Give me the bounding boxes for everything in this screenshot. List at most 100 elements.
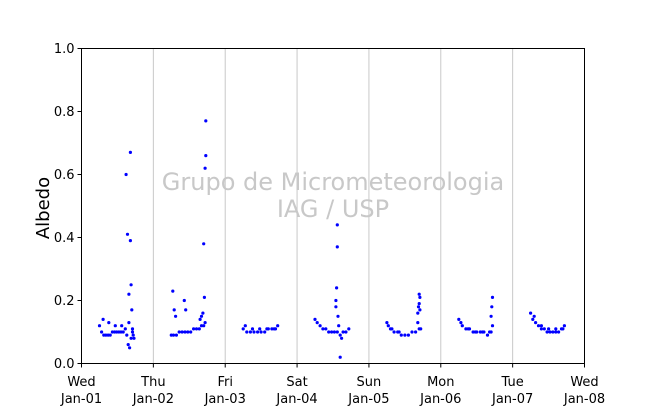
data-point-1-23	[202, 295, 206, 299]
data-point-4-16	[416, 305, 421, 309]
data-point-1-17	[182, 298, 186, 303]
data-point-5-6	[478, 330, 482, 334]
data-point-0-11	[121, 330, 125, 334]
x-tick-date-0: Jan-01	[60, 392, 102, 407]
data-point-3-8	[335, 330, 339, 334]
x-tick-date-3: Jan-04	[275, 392, 317, 407]
y-axis: 0.0 0.2 0.4 0.6 0.8 1.0	[54, 42, 82, 372]
data-point-0-31	[130, 308, 134, 312]
data-point-3-11	[344, 330, 348, 334]
data-point-0-19	[132, 336, 136, 340]
x-tick-day-7: Wed	[570, 375, 598, 390]
x-axis: Wed Jan-01 Thu Jan-02 Fri Jan-03 Sat Jan-04 Sun J…	[60, 363, 605, 407]
data-point-1-1	[171, 333, 176, 337]
data-point-5-13	[473, 330, 477, 334]
data-point-1-11	[199, 324, 204, 328]
data-point-0-23	[120, 324, 124, 328]
data-point-4-7	[410, 330, 414, 334]
data-point-4-0	[385, 321, 389, 325]
data-point-4-6	[406, 333, 410, 337]
y-tick-label-4: 0.8	[54, 105, 75, 120]
data-point-2-15	[272, 327, 276, 331]
data-point-2-10	[276, 324, 280, 328]
data-point-5-17	[490, 305, 494, 309]
data-point-1-18	[184, 308, 188, 312]
data-point-4-8	[414, 330, 418, 334]
data-point-2-13	[258, 327, 262, 331]
data-point-6-3	[536, 324, 541, 328]
data-point-6-5	[542, 327, 546, 331]
data-point-3-7	[332, 330, 336, 334]
data-point-1-22	[202, 242, 206, 246]
data-point-0-5	[108, 333, 112, 337]
data-point-0-18	[131, 333, 135, 337]
data-point-1-13	[203, 321, 207, 325]
data-point-6-9	[554, 330, 558, 334]
data-point-6-14	[539, 324, 544, 328]
data-point-1-9	[194, 327, 199, 331]
data-point-0-6	[110, 330, 114, 334]
data-point-1-10	[197, 327, 201, 331]
grid-lines	[152, 48, 514, 364]
data-point-6-10	[557, 330, 561, 334]
watermark: Grupo de Micrometeorologia IAG / USP	[162, 168, 504, 223]
data-point-3-0	[313, 317, 317, 321]
data-point-6-8	[551, 330, 555, 334]
data-point-4-11	[386, 324, 390, 328]
y-tick-label-3: 0.6	[54, 168, 75, 183]
data-point-0-16	[129, 336, 133, 340]
data-point-0-28	[128, 239, 132, 243]
data-point-3-21	[340, 336, 344, 340]
data-point-4-10	[419, 327, 423, 331]
data-point-1-24	[203, 166, 207, 170]
data-point-1-20	[199, 314, 204, 318]
data-point-0-8	[115, 330, 119, 334]
data-point-2-1	[245, 330, 249, 334]
data-point-5-8	[485, 333, 490, 337]
data-point-0-22	[113, 324, 117, 328]
data-point-0-24	[124, 172, 128, 177]
data-point-3-17	[335, 223, 339, 227]
data-point-5-1	[460, 324, 464, 328]
data-point-3-3	[321, 327, 325, 331]
data-point-0-13	[125, 333, 129, 337]
data-point-3-12	[347, 327, 351, 331]
data-point-2-12	[250, 327, 255, 331]
data-point-5-15	[488, 330, 492, 334]
data-point-0-15	[128, 346, 132, 350]
data-point-2-3	[252, 330, 256, 334]
data-point-6-0	[529, 311, 533, 315]
data-point-1-2	[174, 333, 178, 337]
data-point-5-2	[464, 327, 468, 331]
data-point-3-20	[338, 355, 342, 359]
data-point-3-19	[337, 324, 341, 328]
y-tick-label-2: 0.4	[54, 231, 75, 246]
y-tick-label-1: 0.2	[54, 294, 75, 309]
data-point-1-6	[186, 330, 190, 334]
data-point-0-20	[101, 317, 105, 321]
data-point-4-13	[397, 330, 401, 334]
data-point-1-26	[204, 119, 208, 123]
y-tick-label-0: 0.0	[54, 357, 75, 372]
data-point-2-5	[259, 330, 263, 334]
data-point-6-4	[539, 327, 544, 331]
data-point-0-3	[104, 333, 108, 337]
data-point-6-15	[547, 327, 551, 331]
data-point-4-5	[403, 333, 407, 337]
plot-frame	[81, 48, 585, 364]
x-tick-day-2: Fri	[217, 375, 233, 390]
data-point-5-16	[489, 314, 493, 318]
data-point-4-17	[417, 302, 421, 306]
data-point-5-0	[457, 317, 461, 321]
x-tick-day-0: Wed	[67, 375, 95, 390]
data-point-5-18	[490, 295, 495, 299]
data-point-4-14	[416, 321, 420, 325]
data-point-3-1	[315, 321, 319, 325]
data-point-1-21	[201, 311, 205, 315]
data-point-3-13	[334, 305, 338, 309]
data-point-0-14	[126, 343, 130, 347]
data-point-3-4	[324, 327, 328, 331]
data-point-3-5	[327, 330, 331, 334]
